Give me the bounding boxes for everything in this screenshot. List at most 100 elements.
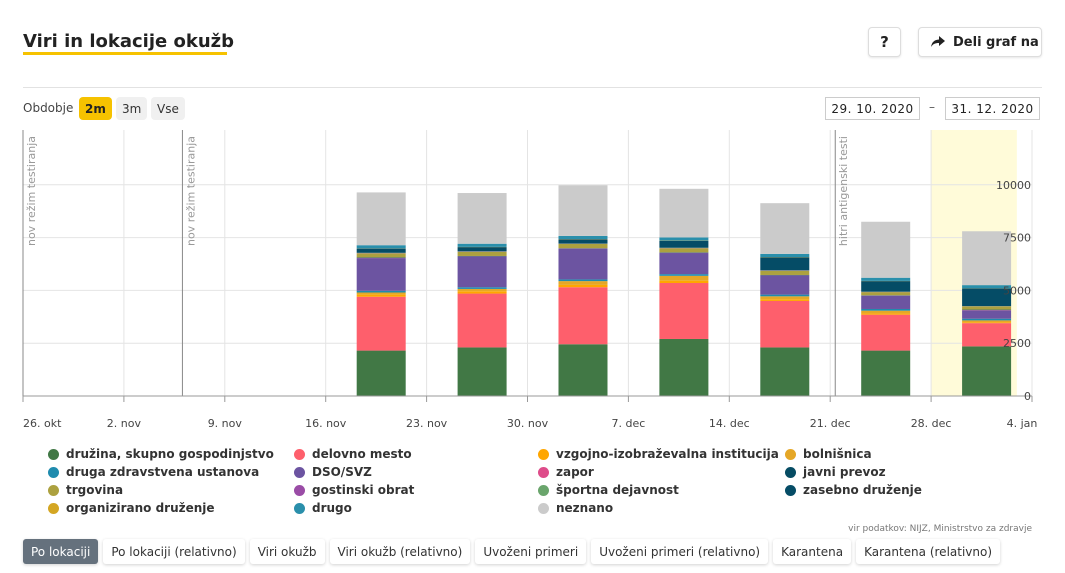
x-tick-label: 30. nov bbox=[507, 417, 549, 430]
tab-1[interactable]: Po lokaciji (relativno) bbox=[103, 539, 245, 564]
bar-segment bbox=[962, 285, 1012, 289]
tab-0[interactable]: Po lokaciji bbox=[23, 539, 99, 564]
date-to-input[interactable]: 31. 12. 2020 bbox=[945, 97, 1040, 120]
legend-item[interactable]: drugo bbox=[294, 501, 352, 515]
date-separator: – bbox=[929, 100, 935, 114]
bar-segment bbox=[962, 231, 1012, 286]
bar-segment bbox=[558, 284, 608, 288]
bar-segment bbox=[760, 300, 810, 348]
bar-segment bbox=[558, 344, 608, 396]
tab-3[interactable]: Viri okužb (relativno) bbox=[329, 539, 471, 564]
bar-segment bbox=[558, 243, 608, 249]
bar-segment bbox=[861, 292, 911, 296]
share-button-label: Deli graf na bbox=[953, 34, 1039, 50]
legend-item[interactable]: zapor bbox=[538, 465, 594, 479]
bar-segment bbox=[457, 193, 507, 244]
bar-segment bbox=[760, 257, 810, 271]
tab-4[interactable]: Uvoženi primeri bbox=[475, 539, 587, 564]
bar-segment bbox=[356, 245, 406, 249]
legend-item[interactable]: trgovina bbox=[48, 483, 123, 497]
legend-item[interactable]: delovno mesto bbox=[294, 447, 412, 461]
legend-item[interactable]: neznano bbox=[538, 501, 613, 515]
share-button[interactable]: Deli graf na bbox=[918, 27, 1042, 57]
tab-2[interactable]: Viri okužb bbox=[249, 539, 325, 564]
bar-segment bbox=[558, 279, 608, 282]
annotation-label: hitri antigenski testi bbox=[837, 136, 850, 246]
bar-segment bbox=[861, 221, 911, 278]
legend-item[interactable]: DSO/SVZ bbox=[294, 465, 372, 479]
legend-item[interactable]: vzgojno-izobraževalna institucija bbox=[538, 447, 779, 461]
x-tick-label: 28. dec bbox=[911, 417, 952, 430]
legend-color-swatch bbox=[785, 448, 796, 460]
legend-label: gostinski obrat bbox=[312, 483, 415, 497]
bar-segment bbox=[457, 251, 507, 256]
legend-label: druga zdravstvena ustanova bbox=[66, 465, 260, 479]
period-label: Obdobje bbox=[23, 101, 74, 115]
legend-label: vzgojno-izobraževalna institucija bbox=[556, 447, 779, 461]
page-title: Viri in lokacije okužb bbox=[23, 31, 234, 52]
annotation-label: nov režim testiranja bbox=[184, 136, 197, 246]
bar-segment bbox=[760, 203, 810, 254]
period-2m-button[interactable]: 2m bbox=[79, 97, 112, 120]
bar-segment bbox=[659, 248, 709, 253]
legend-label: zapor bbox=[556, 465, 594, 479]
y-tick-label: 5000 bbox=[1003, 284, 1031, 297]
bar-segment bbox=[356, 192, 406, 246]
legend-item[interactable]: bolnišnica bbox=[785, 447, 872, 461]
bar-segment bbox=[861, 310, 911, 314]
x-tick-label: 26. okt bbox=[23, 417, 62, 430]
bar-segment bbox=[659, 274, 709, 276]
bar-segment bbox=[659, 280, 709, 284]
bar-segment bbox=[861, 281, 911, 292]
bar-segment bbox=[760, 296, 810, 300]
bar-segment bbox=[760, 347, 810, 396]
date-from-input[interactable]: 29. 10. 2020 bbox=[825, 97, 920, 120]
legend-item[interactable]: druga zdravstvena ustanova bbox=[48, 465, 259, 479]
bar-segment bbox=[457, 288, 507, 292]
help-button[interactable]: ? bbox=[868, 27, 901, 57]
bar-segment bbox=[962, 288, 1012, 307]
bar-segment bbox=[861, 314, 911, 351]
legend-label: športna dejavnost bbox=[556, 483, 679, 497]
tab-7[interactable]: Karantena (relativno) bbox=[856, 539, 1001, 564]
bar-segment bbox=[861, 313, 911, 315]
bar-segment bbox=[457, 287, 507, 289]
legend-label: neznano bbox=[556, 501, 614, 515]
legend-color-swatch bbox=[785, 484, 796, 496]
legend-label: javni prevoz bbox=[803, 465, 886, 479]
legend-item[interactable]: družina, skupno gospodinjstvo bbox=[48, 447, 274, 461]
legend-item[interactable]: organizirano druženje bbox=[48, 501, 215, 515]
bar-segment bbox=[356, 296, 406, 351]
y-tick-label: 7500 bbox=[1003, 232, 1031, 245]
bar-segment bbox=[962, 320, 1012, 323]
bar-segment bbox=[962, 322, 1012, 324]
legend-color-swatch bbox=[294, 484, 305, 496]
bar-segment bbox=[457, 291, 507, 294]
legend-color-swatch bbox=[294, 466, 305, 478]
bar-segment bbox=[659, 237, 709, 241]
tab-6[interactable]: Karantena bbox=[773, 539, 852, 564]
legend-item[interactable]: športna dejavnost bbox=[538, 483, 679, 497]
title-underline bbox=[23, 52, 227, 55]
legend-item[interactable]: gostinski obrat bbox=[294, 483, 414, 497]
bar-segment bbox=[760, 270, 810, 275]
bar-segment bbox=[760, 294, 810, 297]
legend-item[interactable]: zasebno druženje bbox=[785, 483, 922, 497]
legend-label: organizirano druženje bbox=[66, 501, 215, 515]
legend-color-swatch bbox=[48, 484, 59, 496]
x-tick-label: 16. nov bbox=[305, 417, 347, 430]
legend-color-swatch bbox=[48, 502, 59, 514]
legend-color-swatch bbox=[785, 466, 796, 478]
stacked-bar-chart: nov režim testiranja nov režim testiranja… bbox=[22, 130, 1037, 430]
bar-segment bbox=[558, 185, 608, 236]
y-tick-label: 10000 bbox=[996, 179, 1031, 192]
tab-5[interactable]: Uvoženi primeri (relativno) bbox=[591, 539, 769, 564]
legend-label: zasebno druženje bbox=[803, 483, 922, 497]
x-tick-label: 9. nov bbox=[208, 417, 243, 430]
period-all-button[interactable]: Vse bbox=[151, 97, 185, 120]
legend-item[interactable]: javni prevoz bbox=[785, 465, 886, 479]
period-3m-button[interactable]: 3m bbox=[116, 97, 148, 120]
bar-segment bbox=[457, 256, 507, 288]
x-tick-label: 21. dec bbox=[810, 417, 851, 430]
bar-segment bbox=[457, 293, 507, 348]
